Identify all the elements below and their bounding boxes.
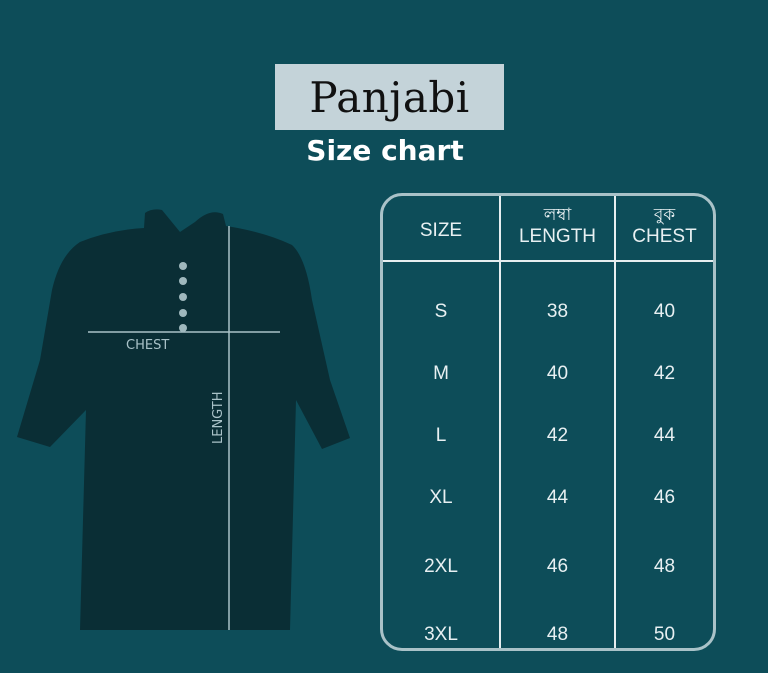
length-cell: 40 xyxy=(546,363,569,384)
chest-cell: 44 xyxy=(653,425,676,446)
column-divider xyxy=(614,196,616,648)
header-chest: বুক CHEST xyxy=(616,204,713,248)
header-bengali-label: লম্বা xyxy=(543,205,572,224)
garment-diagram: CHEST LENGTH xyxy=(17,209,350,630)
chest-cell: 46 xyxy=(653,487,676,508)
subtitle: Size chart xyxy=(306,134,464,167)
chest-cell: 48 xyxy=(653,556,676,577)
buttons xyxy=(179,262,187,332)
chest-label: CHEST xyxy=(126,338,169,353)
column-divider xyxy=(499,196,501,648)
size-cell: S xyxy=(434,301,448,322)
button-dot xyxy=(179,277,187,285)
button-dot xyxy=(179,262,187,270)
header-length: লম্বা LENGTH xyxy=(501,204,614,248)
size-cell: 2XL xyxy=(424,556,458,577)
length-cell: 38 xyxy=(546,301,569,322)
page-title: Panjabi xyxy=(309,72,470,122)
chest-cell: 50 xyxy=(653,624,676,645)
header-label: LENGTH xyxy=(518,226,597,247)
header-label: CHEST xyxy=(632,226,697,247)
length-cell: 42 xyxy=(546,425,569,446)
header-divider xyxy=(383,260,713,262)
button-dot xyxy=(179,309,187,317)
size-cell: L xyxy=(435,425,447,446)
header-size: SIZE xyxy=(383,220,499,242)
button-dot xyxy=(179,324,187,332)
button-dot xyxy=(179,293,187,301)
length-label: LENGTH xyxy=(211,391,226,444)
length-cell: 44 xyxy=(546,487,569,508)
size-cell: 3XL xyxy=(424,624,458,645)
garment-silhouette xyxy=(17,209,350,630)
chest-cell: 40 xyxy=(653,301,676,322)
length-cell: 46 xyxy=(546,556,569,577)
title-box: Panjabi xyxy=(275,64,504,130)
length-cell: 48 xyxy=(546,624,569,645)
size-table: SIZE লম্বা LENGTH বুক CHEST S 38 40 M 40 42 L 4… xyxy=(380,193,716,651)
size-cell: M xyxy=(433,363,449,384)
size-cell: XL xyxy=(429,487,453,508)
chest-cell: 42 xyxy=(653,363,676,384)
header-label: SIZE xyxy=(419,220,463,241)
header-bengali-label: বুক xyxy=(653,205,676,224)
